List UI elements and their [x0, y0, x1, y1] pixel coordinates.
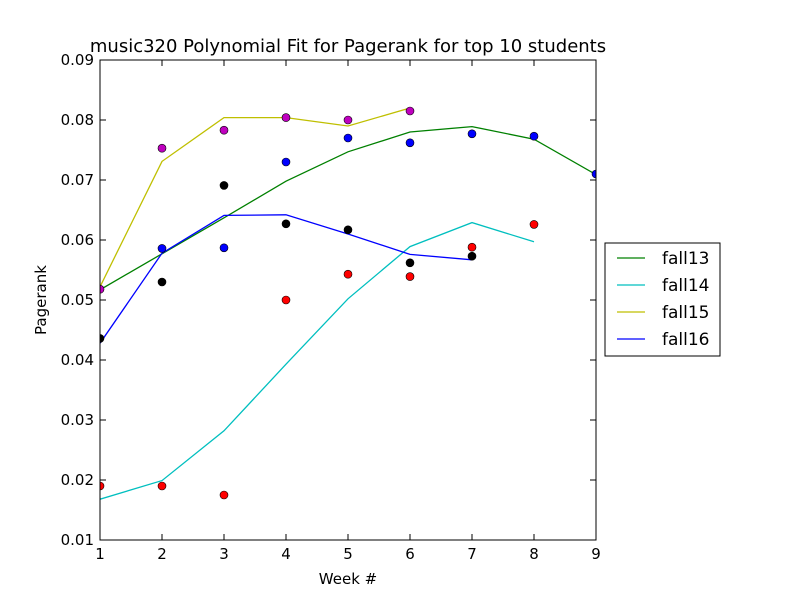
- legend-label-fall16: fall16: [662, 330, 709, 350]
- data-point: [405, 138, 415, 148]
- y-tick-label: 0.04: [61, 351, 94, 369]
- y-tick-label: 0.09: [61, 51, 94, 69]
- y-axis-label: Pagerank: [32, 265, 50, 335]
- y-tick-label: 0.03: [61, 411, 94, 429]
- data-point: [343, 225, 353, 235]
- data-point: [405, 272, 415, 281]
- x-tick-label: 2: [157, 545, 167, 563]
- y-tick-label: 0.05: [61, 291, 94, 309]
- legend-frame: [604, 242, 721, 357]
- data-point: [467, 129, 477, 139]
- x-tick-label: 4: [281, 545, 291, 563]
- data-point: [100, 284, 105, 294]
- data-point: [467, 251, 477, 261]
- data-point: [529, 131, 539, 141]
- data-point: [219, 243, 229, 253]
- legend-label-fall13: fall13: [662, 249, 709, 269]
- y-tick-label: 0.08: [61, 111, 94, 129]
- y-tick-label: 0.01: [61, 531, 94, 549]
- y-tick-label: 0.02: [61, 471, 94, 489]
- fit-line-fall13: [100, 125, 596, 291]
- fit-line-fall14: [100, 221, 535, 500]
- data-point: [281, 219, 291, 229]
- y-axis: 0.01 0.02 0.03 0.04 0.05 0.06 0.07 0.08 0.09: [61, 51, 596, 549]
- data-point: [157, 143, 167, 153]
- plot-frame: [99, 59, 597, 541]
- legend-label-fall14: fall14: [662, 276, 709, 296]
- x-tick-label: 9: [591, 545, 601, 563]
- y-tick-label: 0.06: [61, 231, 94, 249]
- x-tick-label: 5: [343, 545, 353, 563]
- chart-title: music320 Polynomial Fit for Pagerank for…: [90, 36, 606, 57]
- data-point: [343, 269, 353, 279]
- plot-area: [100, 106, 596, 500]
- x-tick-label: 8: [529, 545, 539, 563]
- data-point: [405, 106, 415, 116]
- data-point: [100, 481, 105, 491]
- data-point: [219, 490, 229, 500]
- x-tick-label: 6: [405, 545, 415, 563]
- x-tick-label: 7: [467, 545, 477, 563]
- data-point: [281, 113, 291, 122]
- data-point: [281, 157, 291, 167]
- x-tick-label: 1: [95, 545, 105, 563]
- x-axis-label: Week #: [319, 570, 377, 588]
- data-point: [529, 220, 539, 229]
- data-point: [343, 115, 353, 125]
- legend: fall13 fall14 fall15 fall16: [604, 242, 721, 357]
- data-point: [219, 181, 229, 190]
- data-point: [157, 244, 167, 253]
- data-point: [219, 125, 229, 135]
- data-point: [281, 295, 291, 305]
- x-axis: 1 2 3 4 5 6 7 8 9: [95, 60, 601, 563]
- y-tick-label: 0.07: [61, 171, 94, 189]
- data-point: [157, 277, 167, 287]
- x-tick-label: 3: [219, 545, 229, 563]
- data-point: [405, 258, 415, 268]
- data-point: [157, 481, 167, 491]
- fit-line-fall15: [100, 107, 411, 288]
- legend-label-fall15: fall15: [662, 303, 709, 323]
- data-point: [100, 334, 105, 343]
- fit-line-fall16: [100, 214, 473, 344]
- data-point: [343, 133, 353, 143]
- data-point: [591, 169, 596, 179]
- data-point: [467, 242, 477, 252]
